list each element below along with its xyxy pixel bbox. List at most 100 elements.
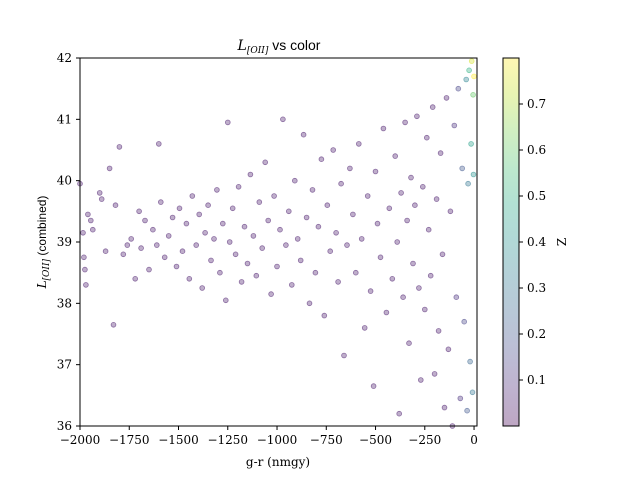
y-label-rest: (combined): [35, 196, 49, 259]
data-point: [457, 395, 464, 402]
data-point: [459, 165, 466, 172]
y-tick-label: 36: [57, 419, 72, 433]
data-point: [321, 312, 328, 319]
data-point: [344, 242, 350, 248]
data-point: [208, 257, 214, 264]
colorbar-ticks: 0.1 0.2 0.3 0.4 0.5 0.6 0.7: [519, 97, 546, 387]
data-point: [451, 122, 458, 129]
data-point: [280, 116, 286, 123]
data-point: [398, 190, 404, 196]
x-tick-label: −1250: [207, 433, 248, 447]
data-point: [265, 217, 272, 224]
data-point: [138, 245, 144, 251]
x-tick-label: −1750: [109, 433, 150, 447]
data-point: [102, 248, 109, 255]
data-point: [370, 383, 377, 389]
colorbar-gradient: [503, 58, 519, 426]
x-tick-label: −750: [310, 433, 343, 447]
data-point: [306, 300, 313, 307]
data-point: [268, 291, 274, 297]
data-point: [309, 187, 316, 193]
title-rest: vs color: [268, 37, 320, 53]
data-point: [324, 202, 331, 209]
data-point: [80, 230, 86, 236]
data-point: [404, 217, 410, 224]
data-point: [435, 328, 442, 334]
data-point: [291, 177, 298, 184]
data-point: [471, 73, 477, 80]
data-point: [364, 193, 371, 199]
data-point: [173, 263, 180, 270]
data-point: [466, 67, 472, 74]
data-point: [297, 257, 304, 264]
colorbar-tick-label: 0.1: [527, 373, 546, 387]
y-label-subscript: [OII]: [42, 258, 52, 280]
data-point: [199, 285, 206, 291]
data-point: [469, 389, 476, 396]
y-axis-label: L[OII] (combined): [35, 196, 52, 290]
y-tick-label: 39: [57, 235, 72, 249]
data-point: [443, 95, 450, 101]
data-point: [453, 294, 460, 301]
data-point: [161, 254, 168, 261]
data-point: [410, 260, 416, 267]
y-tick-label: 38: [57, 296, 72, 310]
data-point: [303, 214, 310, 221]
data-point: [223, 297, 229, 304]
y-tick-label: 41: [57, 112, 72, 126]
data-point: [205, 202, 211, 209]
data-point: [455, 85, 462, 92]
data-point: [402, 119, 408, 126]
data-point: [196, 211, 203, 218]
plot-frame: [79, 57, 478, 427]
data-point: [294, 236, 301, 242]
data-point: [232, 251, 239, 258]
data-point: [96, 190, 103, 196]
data-point: [179, 248, 186, 255]
data-point: [226, 239, 233, 245]
data-point: [423, 134, 430, 141]
data-point: [383, 309, 390, 316]
data-point: [468, 141, 474, 147]
y-tick-label: 40: [57, 174, 72, 188]
data-point: [250, 233, 257, 239]
data-point: [110, 321, 117, 328]
data-point: [389, 275, 396, 282]
data-point: [82, 266, 88, 273]
data-points: [77, 58, 477, 429]
x-tick-label: −500: [359, 433, 392, 447]
y-label-main: L: [35, 280, 49, 289]
data-point: [439, 251, 446, 258]
data-point: [169, 214, 176, 221]
data-point: [88, 217, 94, 224]
colorbar-tick-label: 0.4: [527, 235, 546, 249]
title-subscript: [OII]: [247, 46, 269, 56]
colorbar-tick-label: 0.5: [527, 189, 546, 203]
data-point: [408, 174, 414, 181]
data-point: [465, 180, 471, 187]
data-point: [186, 275, 193, 282]
data-point: [158, 199, 164, 205]
y-tick-label: 42: [57, 51, 72, 65]
data-point: [106, 165, 113, 172]
x-tick-label: 0: [470, 433, 478, 447]
colorbar-tick-label: 0.3: [527, 281, 546, 295]
data-point: [392, 153, 399, 159]
colorbar-tick-label: 0.2: [527, 327, 546, 341]
plot-area: [77, 57, 478, 429]
data-point: [380, 125, 387, 132]
data-point: [358, 236, 365, 242]
y-tick-label: 37: [57, 358, 72, 372]
data-point: [416, 285, 422, 291]
colorbar: 0.1 0.2 0.3 0.4 0.5 0.6 0.7 Z: [502, 57, 569, 427]
data-point: [277, 226, 283, 233]
data-point: [406, 340, 412, 347]
data-point: [256, 199, 263, 205]
x-tick-label: −1000: [257, 433, 298, 447]
data-point: [285, 208, 292, 215]
colorbar-label: Z: [555, 238, 569, 246]
data-point: [441, 404, 448, 411]
chart-title: L[OII] vs color: [237, 37, 321, 56]
data-point: [220, 220, 226, 227]
